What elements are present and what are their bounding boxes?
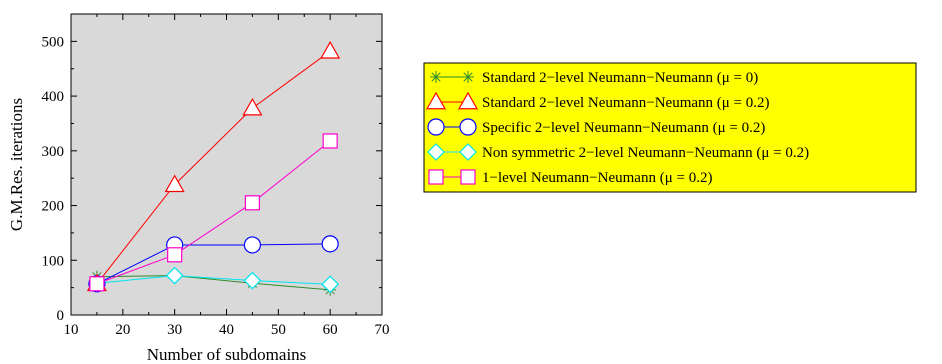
- marker-stroke: [463, 72, 473, 82]
- marker-shape: [322, 133, 338, 149]
- data-point-circle: [243, 236, 262, 254]
- marker-shape: [244, 195, 261, 211]
- legend-marker-right: [457, 91, 479, 110]
- marker-shape: [457, 91, 479, 110]
- marker-shape: [320, 41, 341, 59]
- y-tick-label: 500: [42, 34, 65, 50]
- legend-marker-left: [430, 71, 442, 83]
- legend-marker-left: [427, 118, 445, 136]
- y-tick-label: 0: [57, 308, 65, 324]
- series-line-circle: [96, 243, 331, 285]
- legend-marker-left: [425, 91, 447, 110]
- x-tick-label: 50: [271, 322, 286, 338]
- x-tick-label: 10: [64, 322, 79, 338]
- series-layer: [86, 41, 341, 296]
- marker-shape: [243, 271, 262, 290]
- legend-box: [423, 62, 917, 193]
- data-point-triangle: [164, 174, 185, 193]
- y-tick-label: 400: [42, 89, 65, 105]
- marker-stroke: [431, 72, 441, 82]
- series-line-square: [96, 140, 331, 285]
- legend-label: Standard 2−level Neumann−Neumann (μ = 0.…: [482, 95, 770, 111]
- series-line-triangle: [96, 50, 331, 285]
- marker-shape: [321, 275, 340, 294]
- legend-entry: Standard 2−level Neumann−Neumann (μ = 0): [430, 70, 758, 86]
- x-tick-label: 20: [115, 322, 130, 338]
- legend-label: Specific 2−level Neumann−Neumann (μ = 0.…: [482, 120, 765, 136]
- legend-entry: 1−level Neumann−Neumann (μ = 0.2): [428, 169, 712, 186]
- legend-entry: Standard 2−level Neumann−Neumann (μ = 0.…: [425, 91, 770, 111]
- plot-area: [70, 13, 383, 316]
- series-line-diamond: [96, 275, 331, 285]
- x-tick-label: 30: [167, 322, 182, 338]
- x-tick-label: 60: [323, 322, 338, 338]
- legend-marker-left: [427, 143, 445, 161]
- legend-marker-left: [428, 169, 444, 185]
- data-point-square: [167, 247, 183, 263]
- marker-shape: [165, 266, 184, 285]
- legend-marker-right: [460, 169, 476, 185]
- marker-shape: [427, 118, 445, 136]
- data-point-diamond: [165, 266, 184, 285]
- data-point-triangle: [320, 41, 341, 59]
- x-tick-label: 70: [375, 322, 390, 338]
- marker-shape: [428, 169, 444, 185]
- marker-shape: [242, 97, 263, 116]
- marker-shape: [321, 235, 339, 253]
- y-tick-label: 100: [42, 253, 65, 269]
- x-axis-title: Number of subdomains: [147, 345, 307, 364]
- data-point-square: [244, 195, 261, 211]
- data-point-circle: [321, 235, 339, 253]
- marker-shape: [425, 91, 447, 110]
- legend-label: Standard 2−level Neumann−Neumann (μ = 0): [482, 70, 758, 86]
- legend: Standard 2−level Neumann−Neumann (μ = 0)…: [423, 62, 917, 193]
- marker-shape: [243, 236, 262, 254]
- data-point-triangle: [242, 97, 263, 116]
- data-point-diamond: [321, 275, 340, 294]
- legend-entry: Non symmetric 2−level Neumann−Neumann (μ…: [427, 143, 809, 161]
- legend-label: 1−level Neumann−Neumann (μ = 0.2): [482, 170, 712, 186]
- y-tick-label: 200: [42, 199, 65, 215]
- y-tick-label: 300: [42, 144, 65, 160]
- axes-layer: 10 20 30 40 50 60 70 0 100 200 300 400 500: [42, 14, 390, 338]
- legend-marker-right: [459, 118, 477, 136]
- y-axis-title: G.M.Res. iterations: [7, 98, 26, 231]
- legend-marker-right: [459, 143, 477, 161]
- data-point-diamond: [243, 271, 262, 290]
- marker-shape: [167, 247, 183, 263]
- marker-shape: [459, 143, 477, 161]
- marker-shape: [89, 276, 105, 292]
- x-tick-label: 40: [219, 322, 234, 338]
- legend-entry: Specific 2−level Neumann−Neumann (μ = 0.…: [427, 118, 765, 136]
- marker-shape: [459, 118, 477, 136]
- marker-shape: [460, 169, 476, 185]
- data-point-square: [322, 133, 338, 149]
- marker-shape: [164, 174, 185, 193]
- marker-shape: [427, 143, 445, 161]
- series-line-asterisk: [96, 275, 331, 291]
- legend-label: Non symmetric 2−level Neumann−Neumann (μ…: [482, 145, 809, 161]
- data-point-square: [89, 276, 105, 292]
- legend-marker-right: [462, 71, 474, 83]
